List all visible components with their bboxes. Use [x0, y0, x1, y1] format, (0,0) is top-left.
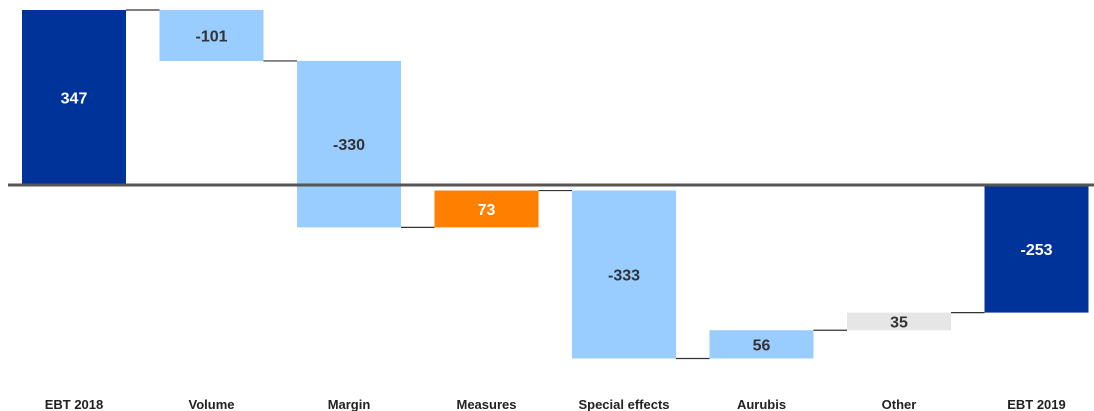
connector-lines [126, 9, 985, 360]
category-label-margin: Margin [328, 397, 371, 411]
bar-other [847, 312, 951, 331]
bar-ebt-2018 [22, 10, 126, 185]
bars [22, 10, 1089, 359]
category-label-special-effects: Special effects [578, 397, 669, 411]
value-label-measures: 73 [478, 202, 496, 219]
bar-measures [434, 190, 539, 228]
bar-volume [159, 10, 264, 61]
value-label-special-effects: -333 [608, 268, 640, 285]
value-label-volume: -101 [195, 28, 227, 45]
category-label-ebt-2018: EBT 2018 [45, 397, 104, 411]
category-label-aurubis: Aurubis [737, 397, 786, 411]
value-label-ebt-2018: 347 [61, 91, 88, 108]
bar-ebt-2019 [984, 185, 1089, 313]
value-label-aurubis: 56 [753, 337, 771, 354]
bar-aurubis [709, 330, 814, 359]
category-label-measures: Measures [457, 397, 517, 411]
bar-margin [297, 60, 401, 228]
bar-special-effects [572, 190, 676, 359]
value-label-other: 35 [890, 314, 908, 331]
value-labels: 347 -101 -330 73 -333 56 35 -253 [61, 28, 1053, 354]
value-label-ebt-2019: -253 [1020, 242, 1052, 259]
category-label-other: Other [882, 397, 917, 411]
category-label-ebt-2019: EBT 2019 [1007, 397, 1066, 411]
category-label-volume: Volume [189, 397, 235, 411]
category-labels: EBT 2018 Volume Margin Measures Special effe… [45, 397, 1066, 411]
value-label-margin: -330 [333, 137, 365, 154]
